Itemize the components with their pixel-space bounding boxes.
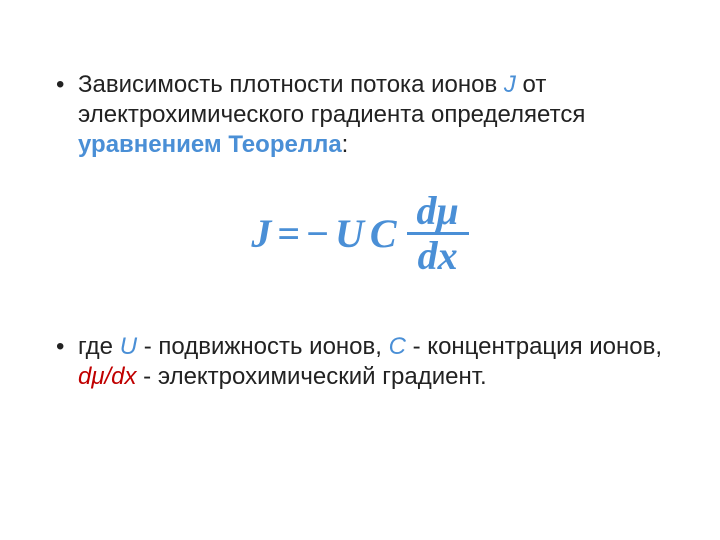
bullet-list: Зависимость плотности потока ионов J от … [50, 70, 670, 160]
variable-j: J [504, 71, 516, 98]
text-run: Зависимость плотности потока ионов [78, 71, 504, 98]
bullet-item-2: где U - подвижность ионов, C - концентра… [50, 332, 670, 392]
eq-d: d [416, 188, 436, 233]
eq-equals-sign: = [277, 214, 300, 254]
eq-c: C [370, 214, 397, 254]
variable-u: U [120, 333, 137, 360]
bullet-item-1: Зависимость плотности потока ионов J от … [50, 70, 670, 160]
eq-mu: μ [436, 188, 458, 233]
term-teorell-equation: уравнением Теорелла [78, 131, 342, 158]
text-run: - подвижность ионов, [137, 333, 389, 360]
text-run: - концентрация ионов, [406, 333, 662, 360]
eq-minus-sign: − [306, 214, 329, 254]
variable-dmu-dx: dμ/dx [78, 363, 137, 390]
eq-j: J [251, 214, 271, 254]
eq-d: d [418, 233, 438, 278]
bullet-list-2: где U - подвижность ионов, C - концентра… [50, 332, 670, 392]
text-run: - электрохимический градиент. [137, 363, 487, 390]
eq-x: x [438, 233, 458, 278]
slide: Зависимость плотности потока ионов J от … [0, 0, 720, 540]
eq-fraction-denominator: dx [414, 235, 462, 277]
eq-fraction: dμ dx [407, 190, 469, 277]
variable-c: C [389, 333, 406, 360]
eq-u: U [335, 214, 364, 254]
equation: J = −UC dμ dx [251, 190, 468, 277]
equation-block: J = −UC dμ dx [50, 190, 670, 277]
text-run: : [342, 131, 349, 158]
text-run: где [78, 333, 120, 360]
eq-fraction-numerator: dμ [412, 190, 462, 232]
